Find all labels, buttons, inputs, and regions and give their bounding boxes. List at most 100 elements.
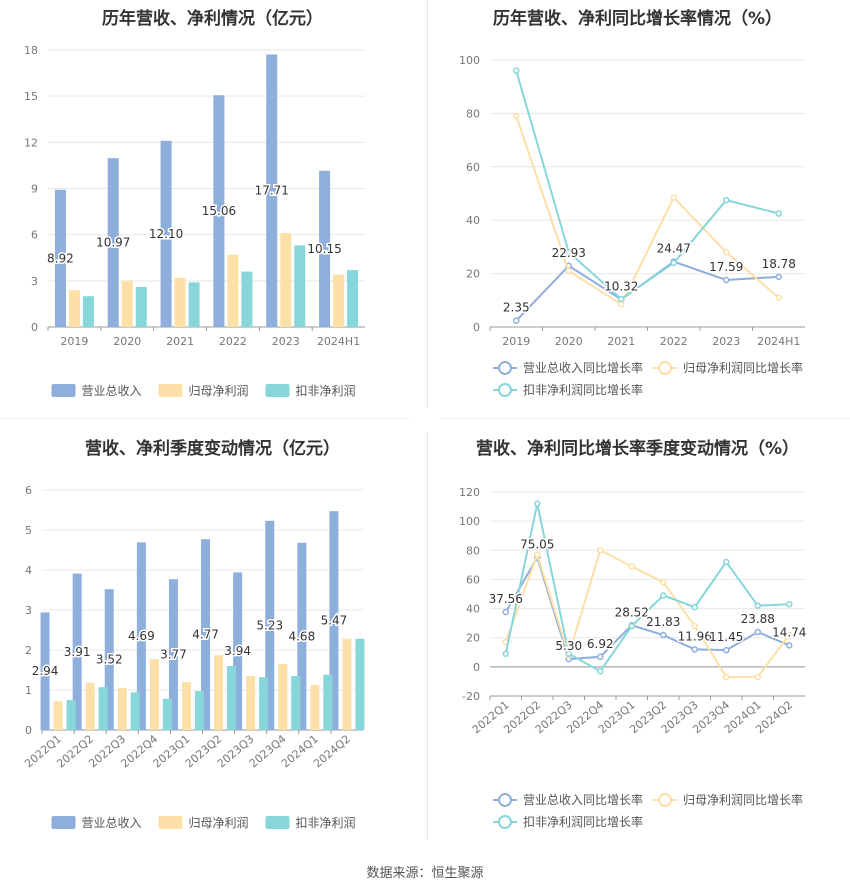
- data-point: [723, 276, 730, 284]
- data-label: 37.56: [489, 592, 523, 606]
- bar-deducted-net-profit: [188, 282, 200, 327]
- annual-line-chart: 0 20 40 60 80 100 2019 2020 2021 2022 2023 2024H1 2.…: [459, 54, 805, 397]
- data-point: [670, 259, 677, 267]
- data-label: 14.74: [772, 625, 806, 639]
- x-tick-label: 2024H1: [757, 335, 800, 348]
- y-tick-label: 0: [31, 321, 38, 334]
- x-tick-label: 2020: [555, 335, 583, 348]
- y-tick-label: 20: [466, 268, 480, 281]
- legend-label: 营业总收入: [82, 384, 142, 398]
- bar-deducted-net-profit: [194, 691, 204, 730]
- y-tick-label: 5: [25, 524, 32, 537]
- bar-revenue: [233, 572, 243, 730]
- data-label: 10.32: [604, 279, 638, 293]
- y-tick-label: 40: [466, 603, 480, 616]
- panel-annual-revenue-profit: 历年营收、净利情况（亿元） 0 3 6 9 12 15 18 2019 2020 2021 2022…: [0, 0, 425, 420]
- data-label: 28.52: [615, 605, 649, 619]
- y-tick-label: 0: [473, 321, 480, 334]
- bar-deducted-net-profit: [227, 666, 237, 730]
- bar-parent-net-profit: [68, 290, 80, 327]
- bar-revenue: [266, 54, 278, 328]
- legend-marker: [498, 383, 512, 397]
- bar-revenue: [104, 589, 114, 730]
- data-point: [618, 295, 625, 303]
- data-point: [786, 600, 793, 608]
- data-label: 17.71: [255, 184, 289, 198]
- x-tick-label: 2021: [166, 335, 194, 348]
- bar-parent-net-profit: [149, 659, 159, 730]
- data-label: 4.69: [128, 629, 155, 643]
- legend-label: 归母净利润: [189, 816, 249, 830]
- y-tick-label: 6: [31, 229, 38, 242]
- y-tick-label: 15: [24, 90, 38, 103]
- data-point: [723, 558, 730, 566]
- legend-marker: [498, 361, 512, 375]
- data-point: [754, 673, 761, 681]
- legend-marker: [658, 361, 672, 375]
- legend-marker: [498, 815, 512, 829]
- legend-swatch: [158, 816, 183, 829]
- bar-parent-net-profit: [227, 254, 239, 327]
- bar-revenue: [107, 158, 119, 327]
- annual-bar-chart: 0 3 6 9 12 15 18 2019 2020 2021 2022 2023 2024H1 8.92…: [24, 44, 365, 398]
- legend-label: 归母净利润: [189, 384, 249, 398]
- panel-annual-growth-rate: 历年营收、净利同比增长率情况（%） 0 20 40 60 80 100 2019 2020 20…: [425, 0, 850, 420]
- legend-label: 营业总收入同比增长率: [523, 360, 643, 375]
- bar-deducted-net-profit: [347, 270, 359, 327]
- y-tick-label: 60: [466, 161, 480, 174]
- bar-revenue: [168, 579, 178, 730]
- data-point: [775, 210, 782, 217]
- data-label: 2.94: [32, 664, 59, 678]
- data-point: [691, 603, 698, 611]
- bar-deducted-net-profit: [66, 700, 76, 730]
- y-tick-label: 40: [466, 214, 480, 227]
- quarterly-line-chart: -200204060801001202022Q12022Q22022Q32022…: [459, 486, 808, 829]
- panel-quarterly-revenue-profit: 营收、净利季度变动情况（亿元） 0 1 2 3 4 5 6 2022Q1 2022Q2 2022Q…: [0, 430, 425, 850]
- bar-revenue: [160, 140, 172, 327]
- x-tick-label: 2019: [60, 335, 88, 348]
- chart-title: 历年营收、净利情况（亿元）: [102, 9, 323, 29]
- y-tick-label: 3: [25, 604, 32, 617]
- data-label: 3.77: [160, 648, 187, 662]
- x-tick-label: 2019: [502, 335, 530, 348]
- legend-swatch: [51, 816, 76, 829]
- y-tick-label: 100: [459, 515, 480, 528]
- bar-deducted-net-profit: [130, 692, 140, 730]
- bar-revenue: [40, 612, 50, 730]
- x-tick-label: 2022: [219, 335, 247, 348]
- bar-deducted-net-profit: [98, 687, 108, 730]
- data-label: 8.92: [47, 251, 74, 265]
- y-tick-label: 20: [466, 632, 480, 645]
- y-tick-label: 6: [25, 484, 32, 497]
- x-tick-label: 2024H1: [317, 335, 360, 348]
- bar-parent-net-profit: [278, 664, 288, 730]
- data-label: 2.35: [503, 301, 530, 315]
- horizontal-divider-left: [0, 418, 410, 419]
- data-point: [786, 642, 793, 649]
- data-label: 11.96: [678, 629, 712, 643]
- chart-title: 历年营收、净利同比增长率情况（%）: [492, 9, 783, 29]
- legend-label: 归母净利润同比增长率: [683, 792, 803, 807]
- series-line-deducted-net-growth: [504, 503, 790, 673]
- legend-label: 扣非净利润同比增长率: [523, 814, 643, 829]
- y-tick-label: 9: [31, 183, 38, 196]
- bar-parent-net-profit: [117, 688, 127, 730]
- bar-parent-net-profit: [214, 655, 224, 730]
- bar-parent-net-profit: [85, 682, 95, 730]
- data-point: [565, 650, 572, 657]
- chart-title: 营收、净利季度变动情况（亿元）: [85, 439, 340, 459]
- data-point: [597, 667, 604, 675]
- data-label: 23.88: [741, 612, 775, 626]
- legend-marker: [658, 793, 672, 807]
- data-point: [565, 267, 572, 275]
- y-tick-label: -20: [462, 690, 480, 703]
- y-tick-label: 80: [466, 107, 480, 120]
- y-tick-label: 100: [459, 54, 480, 67]
- bar-revenue: [136, 542, 146, 730]
- bar-revenue: [72, 573, 82, 730]
- data-label: 75.05: [520, 537, 554, 551]
- x-tick-label: 2020: [113, 335, 141, 348]
- y-tick-label: 120: [459, 486, 480, 499]
- bar-parent-net-profit: [333, 274, 345, 327]
- x-tick-label: 2023: [272, 335, 300, 348]
